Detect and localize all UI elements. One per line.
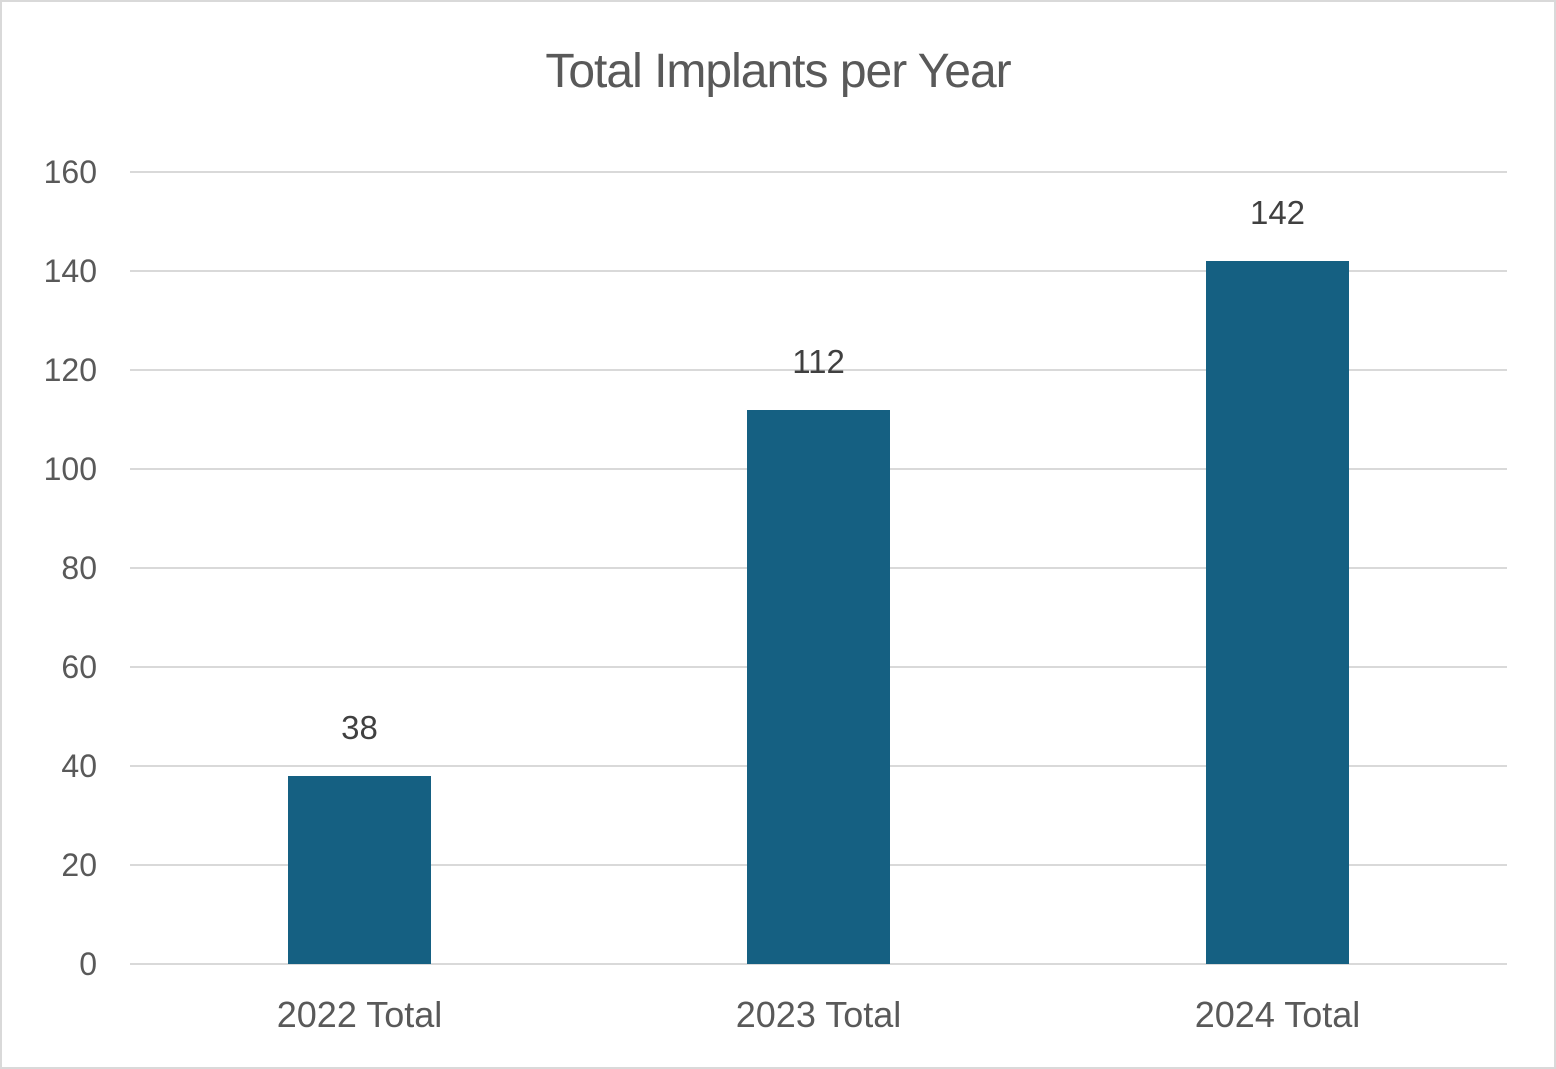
y-axis-tick-label: 0 xyxy=(79,946,97,982)
bar-2023-total xyxy=(747,409,890,964)
gridline-y-140 xyxy=(130,270,1507,272)
bar-2024-total xyxy=(1206,261,1349,964)
x-axis-category-label-2023-total: 2023 Total xyxy=(735,994,902,1035)
data-label-2024-total: 142 xyxy=(1249,194,1306,232)
bar-2022-total xyxy=(288,775,431,964)
data-label-2023-total: 112 xyxy=(792,342,845,380)
y-axis-tick-label: 160 xyxy=(43,154,97,190)
x-axis-category-label-2022-total: 2022 Total xyxy=(276,994,443,1035)
chart-title: Total Implants per Year xyxy=(545,45,1011,98)
y-axis-tick-label: 40 xyxy=(61,748,97,784)
y-axis-tick-label: 20 xyxy=(61,847,97,883)
gridline-y-0 xyxy=(130,963,1507,965)
y-axis-tick-label: 80 xyxy=(61,550,97,586)
y-axis-tick-label: 100 xyxy=(43,451,97,487)
y-axis-tick-label: 60 xyxy=(61,649,97,685)
gridline-y-160 xyxy=(130,171,1507,173)
gridline-y-120 xyxy=(130,369,1507,371)
x-axis-category-label-2024-total: 2024 Total xyxy=(1194,994,1361,1035)
y-axis-tick-label: 120 xyxy=(43,352,97,388)
y-axis-tick-label: 140 xyxy=(43,253,97,289)
data-label-2022-total: 38 xyxy=(341,708,378,746)
